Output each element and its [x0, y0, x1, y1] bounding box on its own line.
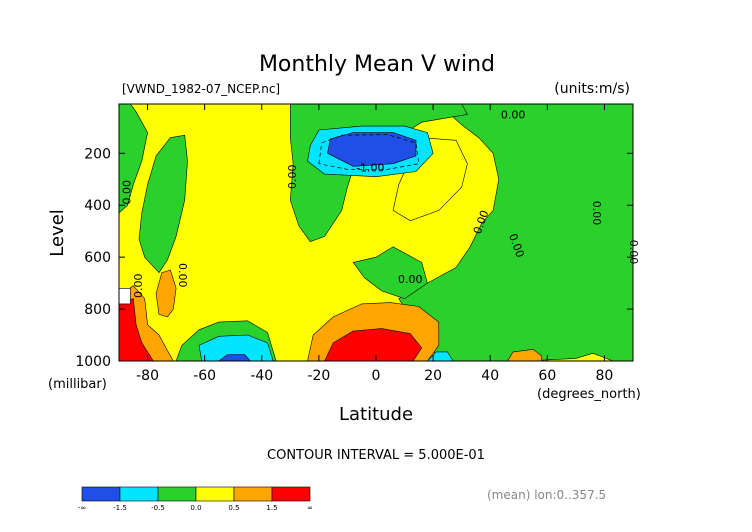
region-pos-strong-north: [507, 348, 542, 361]
x-axis: -80 -60 -40 -20 0 20 40 60 80: [136, 104, 613, 384]
x-tick-label: 40: [481, 368, 499, 384]
footnote: (mean) lon:0..357.5: [487, 488, 606, 502]
colorbar-swatch: [233, 486, 273, 502]
region-neg-tower: [138, 134, 188, 274]
x-tick-label: 80: [596, 368, 614, 384]
chart-title: Monthly Mean V wind: [259, 52, 495, 77]
contour-interval: CONTOUR INTERVAL = 5.000E-01: [267, 448, 485, 463]
colorbar-swatch: [157, 486, 197, 502]
colorbar-label: 1.5: [266, 504, 277, 512]
colorbar-swatch: [119, 486, 159, 502]
region-neg-core-south: [218, 354, 251, 361]
contour-label-center-left: 0.00: [286, 164, 299, 189]
x-tick-label: 60: [538, 368, 556, 384]
colorbar-swatch: [271, 486, 311, 502]
colorbar-label: 0.0: [190, 504, 201, 512]
colorbar-label: -0.5: [151, 504, 165, 512]
region-neg-strong-eq: [426, 351, 454, 361]
region-neg-south: [119, 104, 148, 214]
x-tick-label: -40: [250, 368, 273, 384]
y-tick-label: 1000: [75, 354, 111, 370]
contour-label-south-lower: 0.00: [132, 273, 145, 298]
contour-lines: [318, 134, 420, 170]
y-axis: 200 400 600 800 1000: [75, 146, 633, 370]
units-label: (units:m/s): [554, 81, 630, 97]
y-tick-label: 400: [84, 198, 111, 214]
contour-label-north-c: 0.00: [590, 201, 603, 226]
colorbar-label: ∞: [307, 504, 313, 512]
region-pos-core-south: [119, 298, 154, 361]
colorbar: -∞ -1.5 -0.5 0.0 0.5 1.5 ∞: [78, 486, 313, 512]
y-tick-label: 800: [84, 302, 111, 318]
dashed-contour-0: [318, 134, 420, 170]
y-tick-label: 200: [84, 146, 111, 162]
colorbar-swatch: [81, 486, 121, 502]
region-neg-strong-south: [198, 334, 274, 361]
x-tick-label: 20: [424, 368, 442, 384]
region-white-corner: [119, 287, 131, 305]
x-tick-label: -20: [307, 368, 330, 384]
region-neg-tongue: [352, 246, 428, 300]
plot-area: [119, 104, 633, 361]
y-axis-units: (millibar): [48, 377, 107, 392]
contour-label-south-left: 0.00: [120, 180, 133, 205]
colorbar-label: -1.5: [113, 504, 127, 512]
colorbar-label: -∞: [78, 504, 86, 512]
colorbar-label: 0.5: [228, 504, 239, 512]
contour-label-north-top: 0.00: [501, 108, 526, 121]
y-axis-label: Level: [47, 209, 68, 257]
colorbar-swatch: [195, 486, 235, 502]
y-tick-label: 600: [84, 250, 111, 266]
x-tick-label: -80: [136, 368, 159, 384]
x-axis-units: (degrees_north): [537, 387, 641, 402]
x-tick-label: -60: [193, 368, 216, 384]
x-axis-label: Latitude: [339, 404, 413, 425]
region-pos-core-center: [324, 328, 423, 361]
contour-label-negative: -1.00: [356, 162, 384, 175]
region-pos-strong-south-tower: [155, 269, 177, 318]
contour-label-edge: 0.00: [627, 240, 640, 265]
contour-label-south-tower: 0.00: [176, 263, 189, 288]
contour-label-tongue: 0.00: [398, 273, 423, 286]
file-label: [VWND_1982-07_NCEP.nc]: [122, 82, 280, 96]
x-tick-label: 0: [372, 368, 381, 384]
